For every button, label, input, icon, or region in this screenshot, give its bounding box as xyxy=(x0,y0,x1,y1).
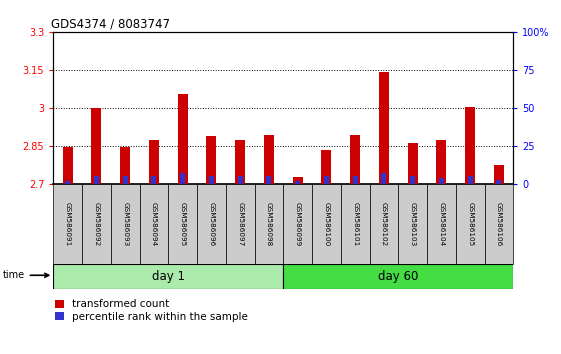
Text: GSM586106: GSM586106 xyxy=(496,202,502,246)
Bar xyxy=(197,184,226,264)
Bar xyxy=(53,264,283,289)
Bar xyxy=(379,73,389,184)
Text: day 1: day 1 xyxy=(152,270,185,283)
Bar xyxy=(255,184,283,264)
Bar xyxy=(485,184,513,264)
Text: GSM586104: GSM586104 xyxy=(439,202,444,246)
Bar xyxy=(496,179,502,184)
Bar xyxy=(439,178,444,184)
Bar xyxy=(120,147,130,184)
Bar xyxy=(238,177,243,184)
Text: GSM586092: GSM586092 xyxy=(94,202,99,246)
Bar xyxy=(168,184,197,264)
Text: GSM586100: GSM586100 xyxy=(324,202,329,246)
Text: GSM586096: GSM586096 xyxy=(209,202,214,246)
Text: GSM586095: GSM586095 xyxy=(180,202,186,246)
Bar xyxy=(324,177,329,184)
Bar xyxy=(293,177,303,184)
Bar xyxy=(180,173,185,184)
Bar xyxy=(91,108,102,184)
Bar xyxy=(468,177,473,184)
Bar xyxy=(266,177,272,184)
Bar xyxy=(178,94,188,184)
Bar xyxy=(321,150,332,184)
Text: GSM586091: GSM586091 xyxy=(65,202,71,246)
Bar xyxy=(408,143,418,184)
Bar xyxy=(226,184,255,264)
Bar xyxy=(353,177,358,184)
Text: GSM586103: GSM586103 xyxy=(410,202,416,246)
Bar xyxy=(123,177,128,184)
Bar xyxy=(140,184,168,264)
Text: day 60: day 60 xyxy=(378,270,419,283)
Bar xyxy=(398,184,427,264)
Bar xyxy=(427,184,456,264)
Text: GSM586101: GSM586101 xyxy=(352,202,358,246)
Bar xyxy=(82,184,111,264)
Bar xyxy=(312,184,341,264)
Bar xyxy=(264,135,274,184)
Bar xyxy=(111,184,140,264)
Bar xyxy=(151,177,157,184)
Bar xyxy=(381,173,387,184)
Bar xyxy=(283,184,312,264)
Bar xyxy=(465,108,475,184)
Text: GDS4374 / 8083747: GDS4374 / 8083747 xyxy=(51,18,170,31)
Text: time: time xyxy=(3,270,49,280)
Text: GSM586099: GSM586099 xyxy=(295,202,301,246)
Bar xyxy=(350,135,360,184)
Bar xyxy=(283,264,513,289)
Bar xyxy=(94,177,99,184)
Text: GSM586098: GSM586098 xyxy=(266,202,272,246)
Bar xyxy=(370,184,398,264)
Text: GSM586094: GSM586094 xyxy=(151,202,157,246)
Bar xyxy=(206,136,217,184)
Bar xyxy=(295,181,300,184)
Bar xyxy=(410,177,415,184)
Text: GSM586102: GSM586102 xyxy=(381,202,387,246)
Bar xyxy=(235,140,245,184)
Bar xyxy=(209,177,214,184)
Bar xyxy=(341,184,370,264)
Bar xyxy=(63,147,73,184)
Bar xyxy=(494,165,504,184)
Text: GSM586097: GSM586097 xyxy=(237,202,243,246)
Text: GSM586093: GSM586093 xyxy=(122,202,128,246)
Text: GSM586105: GSM586105 xyxy=(467,202,473,246)
Bar xyxy=(456,184,485,264)
Bar xyxy=(436,140,447,184)
Bar xyxy=(65,181,70,184)
Bar xyxy=(53,184,82,264)
Bar xyxy=(149,140,159,184)
Legend: transformed count, percentile rank within the sample: transformed count, percentile rank withi… xyxy=(56,299,248,322)
